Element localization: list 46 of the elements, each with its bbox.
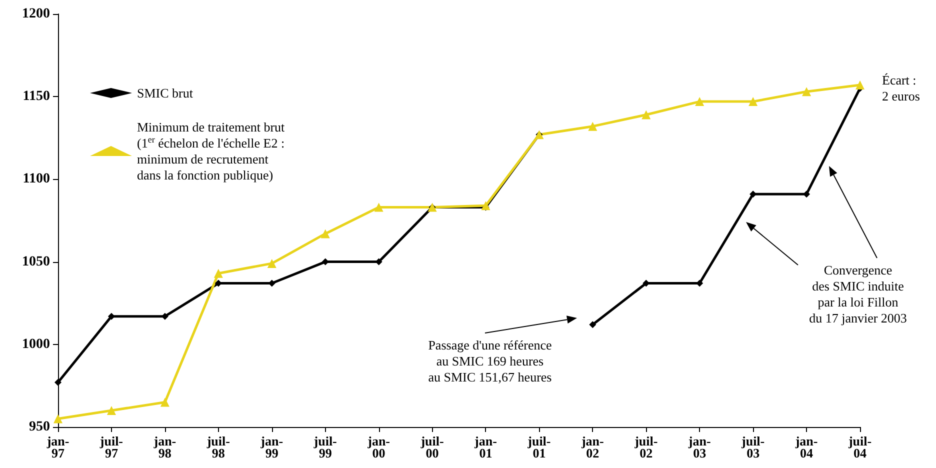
point [802,87,812,96]
point [856,80,864,90]
y-tick-label: 950 [29,420,50,434]
point [696,280,704,287]
x-tick-label: jan-98 [152,434,176,460]
point [214,268,223,278]
point [748,97,758,106]
point [108,312,115,320]
y-tick-label: 1050 [22,254,50,270]
point [214,280,222,287]
x-tick-label: jan-03 [687,434,711,460]
x-tick-label: juil-03 [740,434,765,460]
x-tick-label: juil-00 [420,434,444,460]
x-tick-label: juil-01 [526,434,551,460]
point [481,201,490,210]
x-tick-label: juil-98 [206,434,230,460]
point [588,122,598,131]
y-tick-label: 1150 [22,89,50,104]
point [803,190,810,198]
point [320,229,330,238]
point [267,258,276,268]
y-tick-label: 1200 [22,6,50,22]
point [160,398,170,407]
x-tick-label: jan-04 [794,434,818,460]
annotation: Passage d'une référence au SMIC 169 heures au SMIC 151,67 heures [428,338,552,384]
x-tick-label: juil-04 [847,434,872,460]
y-tick-label: 1100 [22,172,50,187]
point [54,414,62,424]
x-tick-label: juil-02 [634,434,658,460]
annotation: Convergence des SMIC induite par la loi Fillon du 17 janvier 2003 [809,262,907,326]
x-tick-label: jan-99 [260,434,284,460]
point [54,378,62,386]
point [695,97,704,106]
x-tick-label: jan-00 [366,434,390,460]
x-tick-label: jan-01 [474,434,497,460]
point [106,406,116,415]
y-tick-label: 1000 [22,336,50,352]
x-tick-label: juil-99 [312,434,337,460]
legend-label: SMIC brut [137,86,194,100]
text: Écart : 2 euros [882,72,920,104]
point [642,110,651,120]
point [589,321,596,328]
x-tick-label: jan-97 [46,434,70,460]
point [374,202,384,212]
x-tick-label: jan-02 [580,434,604,460]
x-tick-label: juil-97 [98,434,124,460]
